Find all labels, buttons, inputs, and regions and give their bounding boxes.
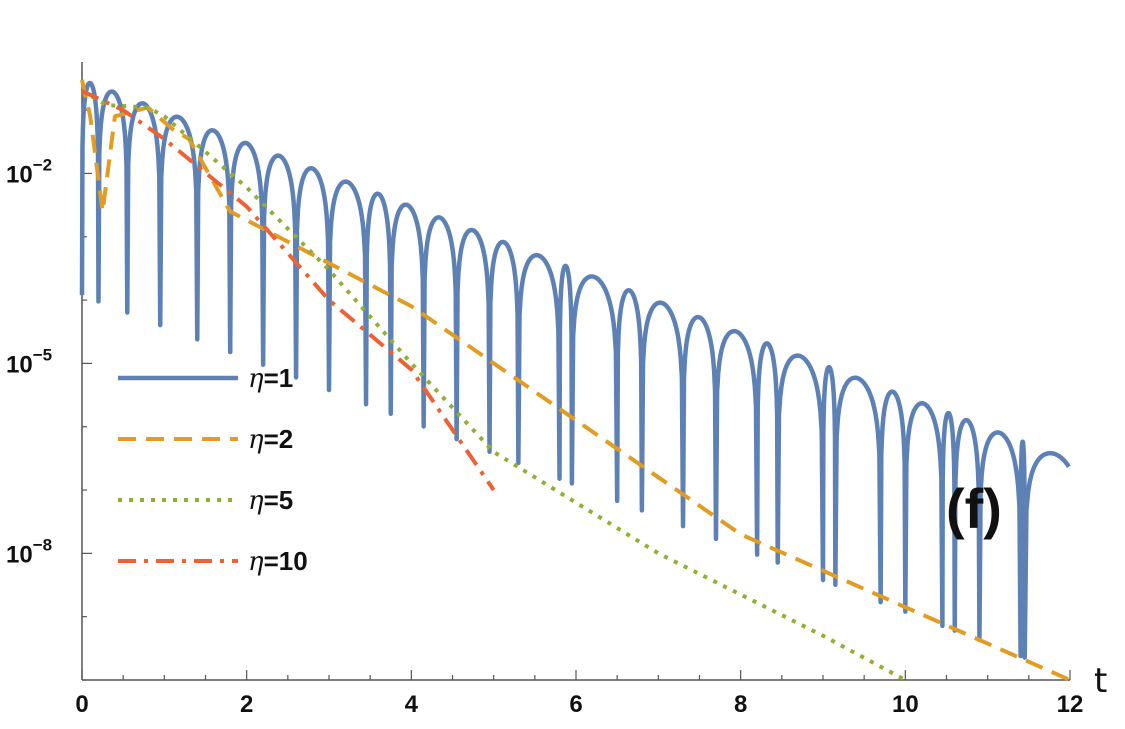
x-tick-label: 6 [569,691,582,718]
series-line-3 [81,89,907,682]
x-tick-label: 8 [734,691,747,718]
y-tick-label: 10−2 [6,155,52,188]
legend: η=1 η=2 η=5 η=10 [118,363,308,577]
legend-label-1: η=1 [248,363,293,394]
series-line-1 [79,80,1071,660]
x-tick-label: 2 [240,691,253,718]
x-tick-label: 4 [405,691,419,718]
legend-label-4: η=10 [248,546,308,577]
x-tick-label: 0 [75,691,88,718]
y-tick-label: 10−5 [6,345,52,378]
y-tick-label: 10−8 [6,535,52,568]
x-ticks: 0 2 4 6 8 10 12 [75,670,1083,718]
series-line-4 [81,89,496,492]
x-tick-label: 12 [1057,691,1084,718]
legend-label-3: η=5 [248,485,293,516]
legend-label-2: η=2 [248,424,293,455]
series-line-2 [80,79,1071,682]
panel-label: (f) [946,477,1002,540]
series-layer [79,79,1071,682]
y-ticks: 10−2 10−5 10−8 [6,109,92,681]
x-axis-label: t [1094,661,1107,701]
axes: 0 2 4 6 8 10 12 10−2 10−5 10−8 [6,62,1083,718]
x-tick-label: 10 [892,691,919,718]
